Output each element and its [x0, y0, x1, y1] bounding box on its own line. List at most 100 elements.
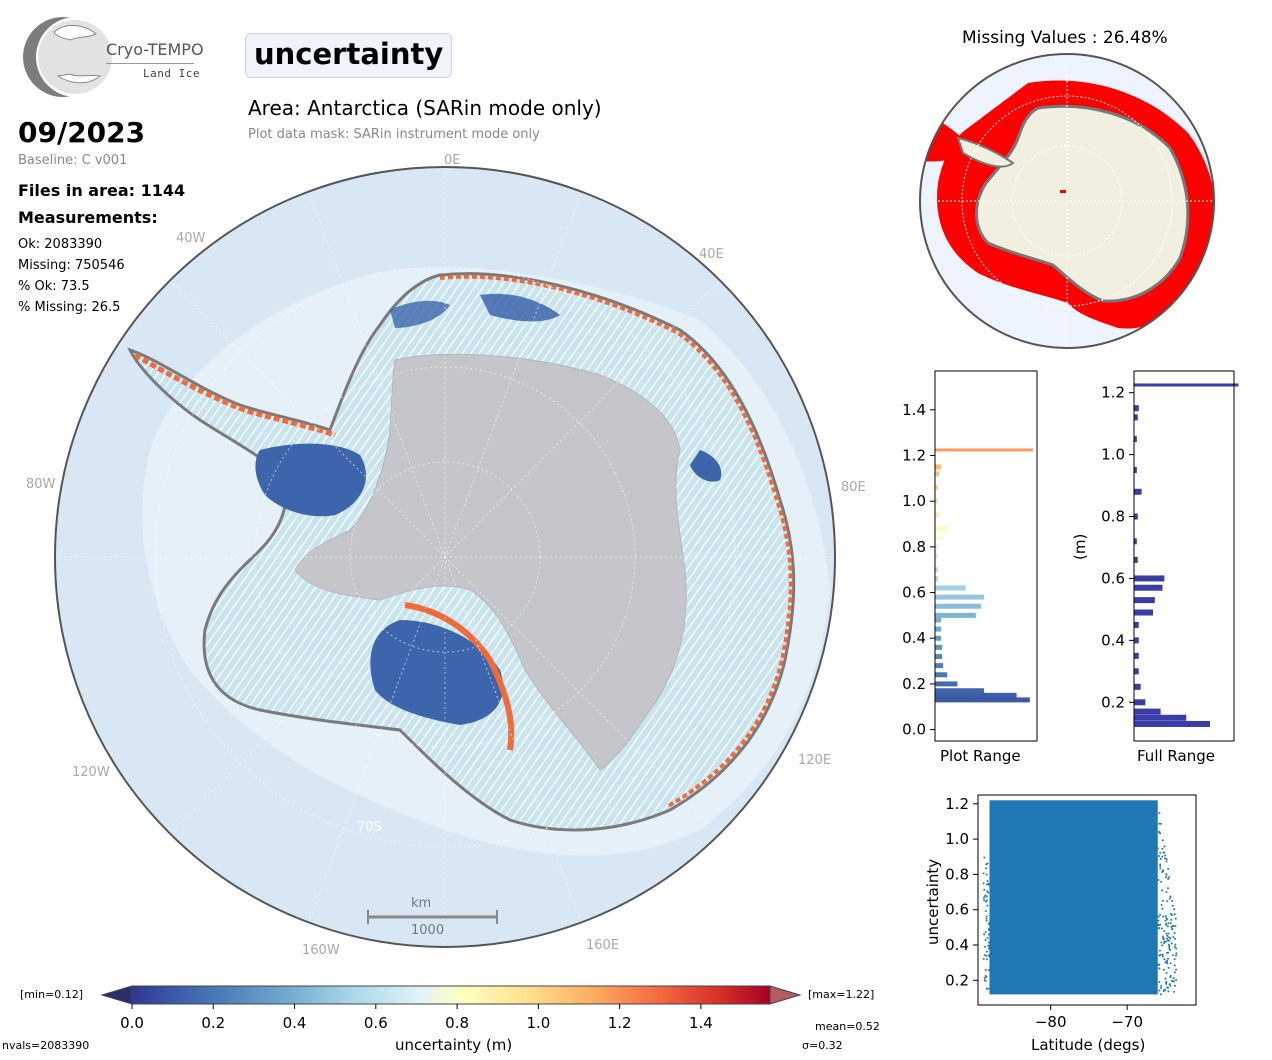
scatter-point [1171, 900, 1174, 903]
scatter-point [988, 922, 991, 925]
scatter-point [1159, 986, 1162, 989]
scatter-ylabel: uncertainty [924, 858, 942, 945]
scatter-point [983, 933, 986, 936]
plot-range-tick-label: 1.2 [902, 447, 926, 465]
scatter-point [982, 896, 985, 899]
scatter-point [988, 954, 991, 957]
plot-range-bar [935, 626, 942, 632]
scatter-point [1161, 953, 1164, 956]
full-range-bar [1134, 538, 1137, 545]
scatter-point [985, 899, 988, 902]
scatter-point [1173, 990, 1176, 993]
scatter-point [1165, 981, 1168, 984]
full-range-bar [1134, 414, 1138, 421]
plot-range-bar [935, 471, 940, 477]
lon-label-40w: 40W [176, 231, 206, 246]
plot-range-bar [935, 585, 966, 591]
scatter-point [983, 888, 986, 891]
scatter-point [985, 873, 988, 876]
scatter-point [985, 958, 988, 961]
plot-range-bar [935, 544, 940, 550]
scatter-point [1163, 958, 1166, 961]
scatter-point [1175, 979, 1178, 982]
scatter-point [1174, 917, 1177, 920]
scatter-point [1157, 927, 1160, 930]
scatter-point [1167, 877, 1170, 880]
scale-value: 1000 [411, 923, 445, 938]
full-range-bar [1134, 708, 1161, 715]
scatter-point [1172, 977, 1175, 980]
lon-label-160e: 160E [586, 938, 620, 953]
scatter-point [983, 977, 986, 980]
scatter-point [986, 904, 989, 907]
scatter-point [1166, 939, 1169, 942]
scatter-y-tick-label: 0.2 [945, 971, 969, 989]
ronne-ice-shelf-blue [255, 443, 366, 517]
scatter-point [1168, 943, 1171, 946]
plot-range-bar [935, 644, 943, 650]
scatter-point [1158, 963, 1161, 966]
scatter-point [1159, 867, 1162, 870]
colorbar-gradient [131, 985, 771, 1005]
colorbar-tick-label: 1.2 [608, 1014, 632, 1030]
baseline-label: Baseline: C v001 [18, 153, 128, 168]
scatter-point [1167, 957, 1170, 960]
graticule [55, 167, 835, 947]
scatter-point [1160, 822, 1163, 825]
scatter-point [1171, 904, 1174, 907]
scatter-point [1162, 968, 1165, 971]
scatter-point [1158, 967, 1161, 970]
scatter-point [1168, 897, 1171, 900]
scatter-point [1157, 879, 1160, 882]
scatter-point [1164, 988, 1167, 991]
scatter-point [1161, 935, 1164, 938]
colorbar-sigma: σ=0.32 [802, 1039, 843, 1052]
scatter-point [1159, 923, 1162, 926]
scatter-point [1166, 934, 1169, 937]
colorbar-tick-label: 0.6 [364, 1014, 388, 1030]
scatter-point [1165, 876, 1168, 879]
scatter-point [1171, 980, 1174, 983]
scatter-point [984, 894, 987, 897]
scatter-point [1161, 855, 1164, 858]
scatter-point [1157, 855, 1160, 858]
scatter-point [982, 957, 985, 960]
scatter-point [985, 863, 988, 866]
scatter-point [1169, 922, 1172, 925]
full-range-bar [1134, 720, 1210, 727]
scatter-point [985, 987, 988, 990]
colorbar-tick-label: 1.0 [526, 1014, 550, 1030]
scatter-dense-cloud [989, 800, 1158, 995]
cryo-tempo-logo [18, 14, 208, 104]
scatter-point [984, 867, 987, 870]
plot-range-histogram: 0.0 0.2 0.4 0.6 0.8 1.0 1.2 1.4 [902, 370, 1038, 742]
colorbar-label: uncertainty (m) [395, 1036, 513, 1054]
colorbar-min-arrow [100, 985, 133, 1005]
full-range-bar [1134, 714, 1187, 721]
scatter-frame [977, 794, 1197, 1006]
plot-range-bar [935, 653, 943, 659]
scatter-point [1159, 832, 1162, 835]
full-range-tick-label: 0.6 [1101, 569, 1125, 587]
scatter-point [1172, 954, 1175, 957]
scatter-point [1166, 925, 1169, 928]
scatter-point [1160, 880, 1163, 883]
scatter-point [1165, 937, 1168, 940]
scatter-point [986, 890, 989, 893]
scatter-point [984, 945, 987, 948]
full-range-tick-label: 0.8 [1101, 508, 1125, 526]
logo-graphic [23, 17, 116, 97]
scatter-point [1174, 943, 1177, 946]
scatter-x-tick-label: −70 [1111, 1013, 1143, 1030]
scatter-point [984, 939, 987, 942]
peninsula-fringe [133, 352, 336, 438]
scatter-point [984, 969, 987, 972]
scatter-point [1175, 952, 1178, 955]
area-title: Area: Antarctica (SARin mode only) [248, 96, 602, 120]
lon-label-0e: 0E [444, 153, 461, 168]
scatter-point [983, 856, 986, 859]
full-range-bar [1134, 584, 1163, 591]
full-range-bar [1134, 699, 1146, 706]
colorbar-min-label: [min=0.12] [20, 988, 84, 1001]
plot-range-bar [935, 498, 939, 504]
